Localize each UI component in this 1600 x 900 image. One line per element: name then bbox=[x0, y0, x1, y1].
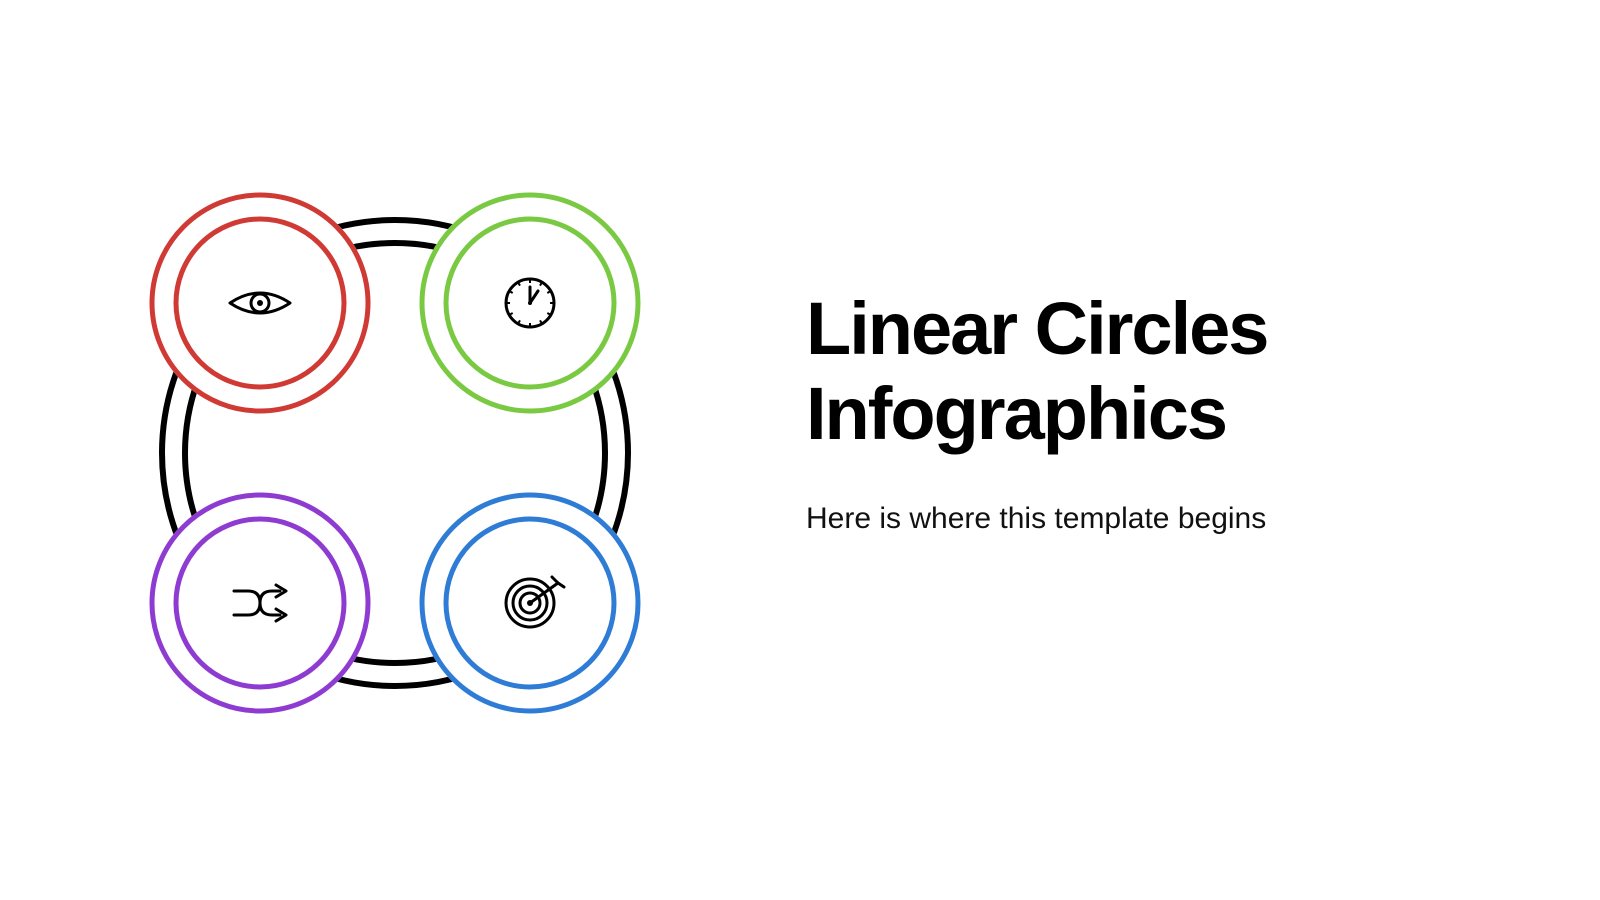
text-block: Linear Circles Infographics Here is wher… bbox=[806, 286, 1267, 536]
slide: Linear Circles Infographics Here is wher… bbox=[0, 0, 1600, 900]
slide-subtitle: Here is where this template begins bbox=[806, 502, 1267, 536]
title-line-1: Linear Circles bbox=[806, 287, 1267, 370]
slide-title: Linear Circles Infographics bbox=[806, 286, 1267, 456]
target-node bbox=[420, 493, 641, 714]
title-line-2: Infographics bbox=[806, 372, 1226, 455]
shuffle-node bbox=[150, 493, 371, 714]
circles-diagram bbox=[90, 148, 700, 758]
eye-node bbox=[150, 193, 371, 414]
clock-node bbox=[420, 193, 641, 414]
